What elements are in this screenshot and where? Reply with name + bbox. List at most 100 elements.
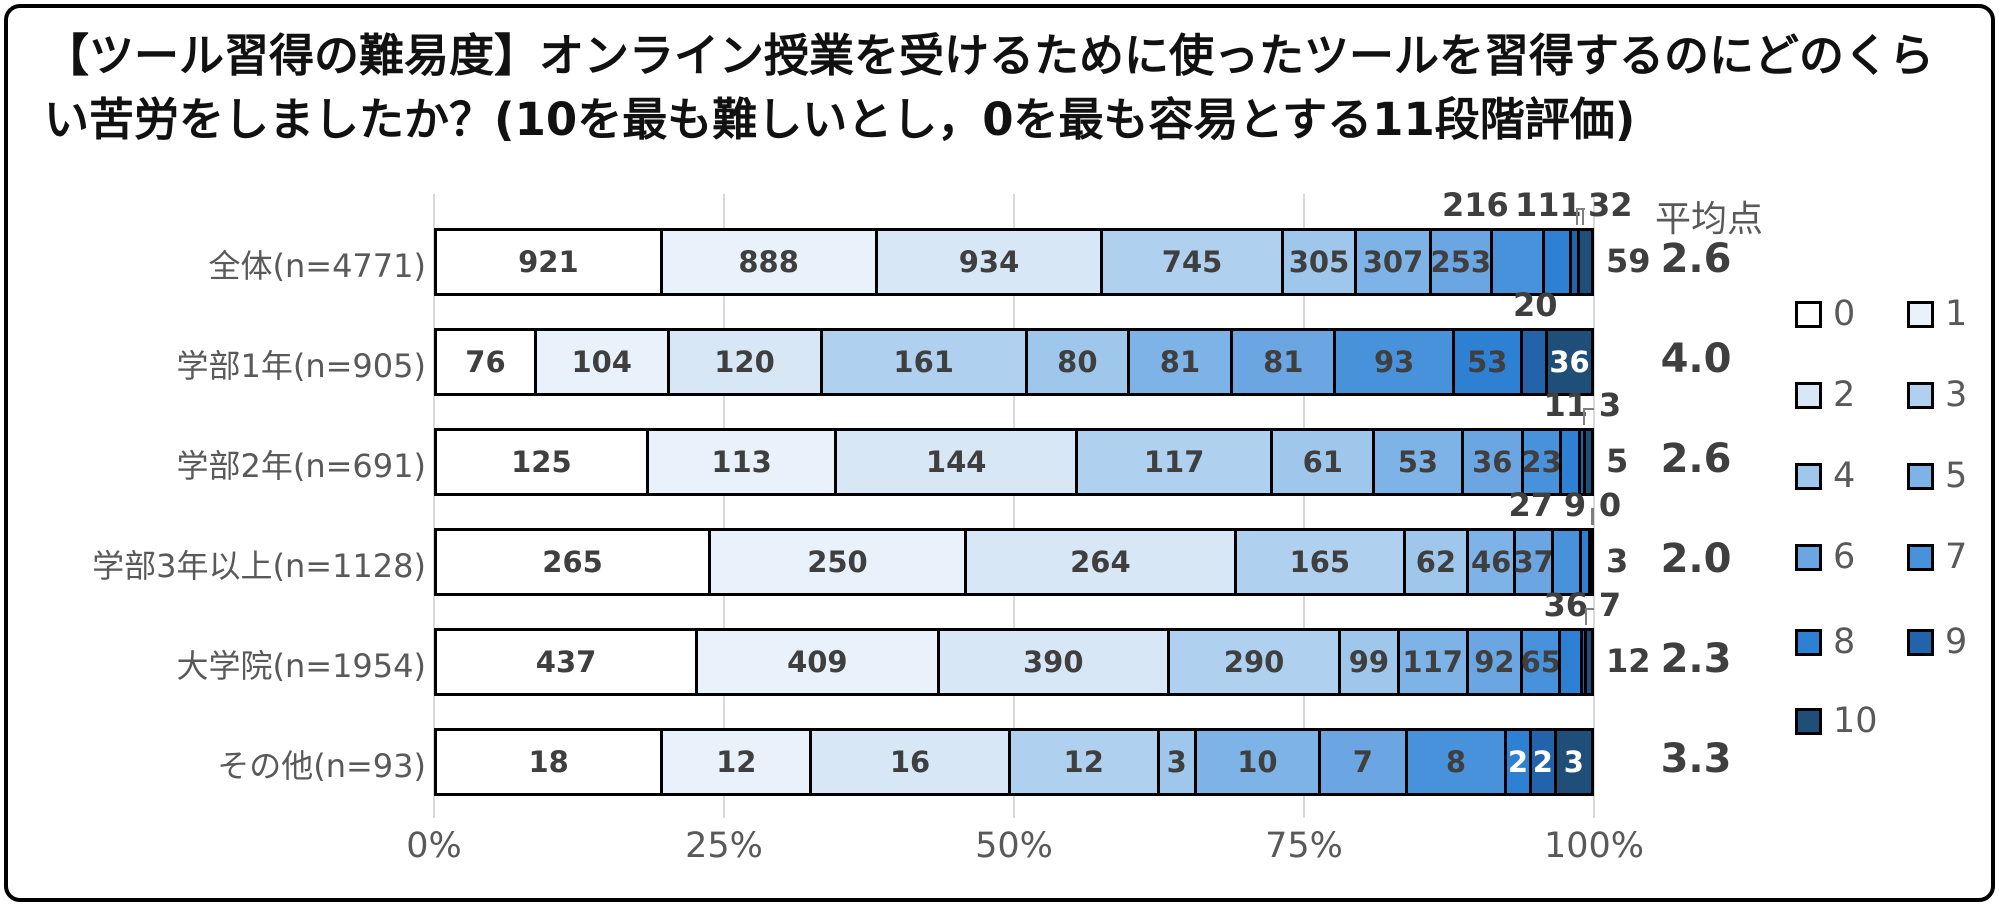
callout-value-label: 0	[1598, 486, 1622, 524]
segment-value-label: 37	[1513, 545, 1554, 579]
bar-segment: 161	[819, 331, 1025, 393]
callout-value-label: 216	[1442, 186, 1509, 224]
segment-value-label: 36	[1549, 345, 1590, 379]
bar-end-value-label: 59	[1606, 242, 1651, 280]
segment-value-label: 264	[1070, 545, 1131, 579]
segment-value-label: 3	[1563, 745, 1584, 779]
legend-color-swatch	[1907, 382, 1934, 409]
segment-value-label: 745	[1161, 245, 1223, 279]
callout-connector-line	[1590, 508, 1595, 525]
bar-segment: 8	[1404, 731, 1505, 793]
segment-value-label: 165	[1289, 545, 1351, 579]
bar-segment: 65	[1520, 631, 1561, 693]
segment-value-label: 80	[1057, 345, 1098, 379]
legend-item: 3	[1907, 378, 1967, 413]
x-tick-label: 0%	[406, 826, 462, 866]
bar-segment	[1542, 231, 1569, 293]
legend-color-swatch	[1795, 463, 1822, 490]
legend-item: 0	[1795, 297, 1855, 332]
callout-value-label: 7	[1598, 586, 1622, 624]
segment-value-label: 93	[1374, 345, 1415, 379]
bar-segment	[1489, 231, 1543, 293]
segment-value-label: 81	[1263, 345, 1304, 379]
bar-segment: 409	[695, 631, 937, 693]
bar-segment: 921	[437, 231, 660, 293]
legend-label: 2	[1833, 375, 1856, 415]
segment-value-label: 888	[738, 245, 799, 279]
bar-row: 437 409 390 290 99 117 92 65	[434, 628, 1594, 696]
callout-value-label: 20	[1513, 286, 1558, 324]
bar-segment: 117	[1396, 631, 1466, 693]
legend-label: 3	[1945, 375, 1968, 415]
bar-row: 18 12 16 12 3 10 7 8 2 2 3	[434, 728, 1594, 796]
bar-segment: 165	[1233, 531, 1403, 593]
legend-label: 10	[1833, 701, 1878, 741]
row-label: 全体(n=4771)	[208, 247, 426, 285]
segment-value-label: 921	[518, 245, 579, 279]
segment-value-label: 250	[807, 545, 868, 579]
segment-value-label: 290	[1223, 645, 1285, 679]
segment-value-label: 307	[1362, 245, 1424, 279]
bar-segment	[1558, 631, 1580, 693]
bar-segment: 18	[437, 731, 661, 793]
segment-value-label: 12	[1063, 745, 1104, 779]
segment-value-label: 2	[1532, 745, 1553, 779]
legend-color-swatch	[1795, 629, 1822, 656]
legend-item: 8	[1795, 625, 1855, 660]
legend-item: 9	[1907, 625, 1967, 660]
bar-segment	[1587, 531, 1591, 593]
segment-value-label: 46	[1470, 545, 1512, 579]
bar-row: 125 113 144 117 61 53 36 23	[434, 428, 1594, 496]
segment-value-label: 253	[1430, 245, 1492, 279]
callout-value-label: 111	[1515, 186, 1582, 224]
gridline	[433, 194, 435, 818]
bar-segment	[1583, 631, 1591, 693]
legend-label: 6	[1833, 537, 1856, 577]
callout-value-label: 32	[1588, 186, 1633, 224]
legend-color-swatch	[1907, 301, 1934, 328]
legend-color-swatch	[1795, 382, 1822, 409]
bar-segment: 81	[1230, 331, 1334, 393]
bar-segment	[1578, 531, 1588, 593]
bar-segment: 888	[659, 231, 875, 293]
legend-item: 5	[1907, 459, 1967, 494]
callout-value-label: 36	[1543, 586, 1589, 624]
segment-value-label: 10	[1237, 745, 1278, 779]
bar-segment: 264	[963, 531, 1234, 593]
bar-end-value-label: 5	[1606, 442, 1629, 480]
bar-segment: 2	[1504, 731, 1529, 793]
segment-value-label: 81	[1159, 345, 1201, 379]
segment-value-label: 305	[1288, 245, 1350, 279]
segment-value-label: 934	[958, 245, 1020, 279]
segment-value-label: 125	[511, 445, 572, 479]
bar-segment	[1582, 431, 1591, 493]
legend-color-swatch	[1907, 544, 1934, 571]
bar-segment: 117	[1074, 431, 1271, 493]
bar-segment	[1568, 231, 1577, 293]
bar-segment: 46	[1466, 531, 1514, 593]
bar-row: 921 888 934 745 305 307 253	[434, 228, 1594, 296]
segment-value-label: 61	[1302, 445, 1343, 479]
callout-value-label: 9	[1563, 486, 1587, 524]
segment-value-label: 36	[1472, 445, 1513, 479]
segment-value-label: 8	[1445, 745, 1467, 779]
callout-value-label: 11	[1543, 386, 1589, 424]
bar-segment: 61	[1270, 431, 1373, 493]
legend-label: 8	[1833, 622, 1856, 662]
legend-color-swatch	[1795, 708, 1822, 735]
x-tick-label: 25%	[685, 826, 763, 866]
segment-value-label: 113	[711, 445, 772, 479]
legend-item: 10	[1795, 704, 1878, 739]
legend-label: 1	[1945, 294, 1968, 334]
bar-segment: 290	[1166, 631, 1339, 693]
bar-segment: 307	[1354, 231, 1429, 293]
bar-segment: 7	[1317, 731, 1405, 793]
gridline	[1013, 194, 1015, 818]
bar-segment: 93	[1333, 331, 1452, 393]
legend-label: 7	[1945, 537, 1968, 577]
bar-segment: 81	[1126, 331, 1231, 393]
callout-value-label: 3	[1598, 386, 1622, 424]
bar-row: 76 104 120 161 80 81 81 93 53 36	[434, 328, 1594, 396]
legend-item: 7	[1907, 540, 1967, 575]
segment-value-label: 120	[714, 345, 775, 379]
